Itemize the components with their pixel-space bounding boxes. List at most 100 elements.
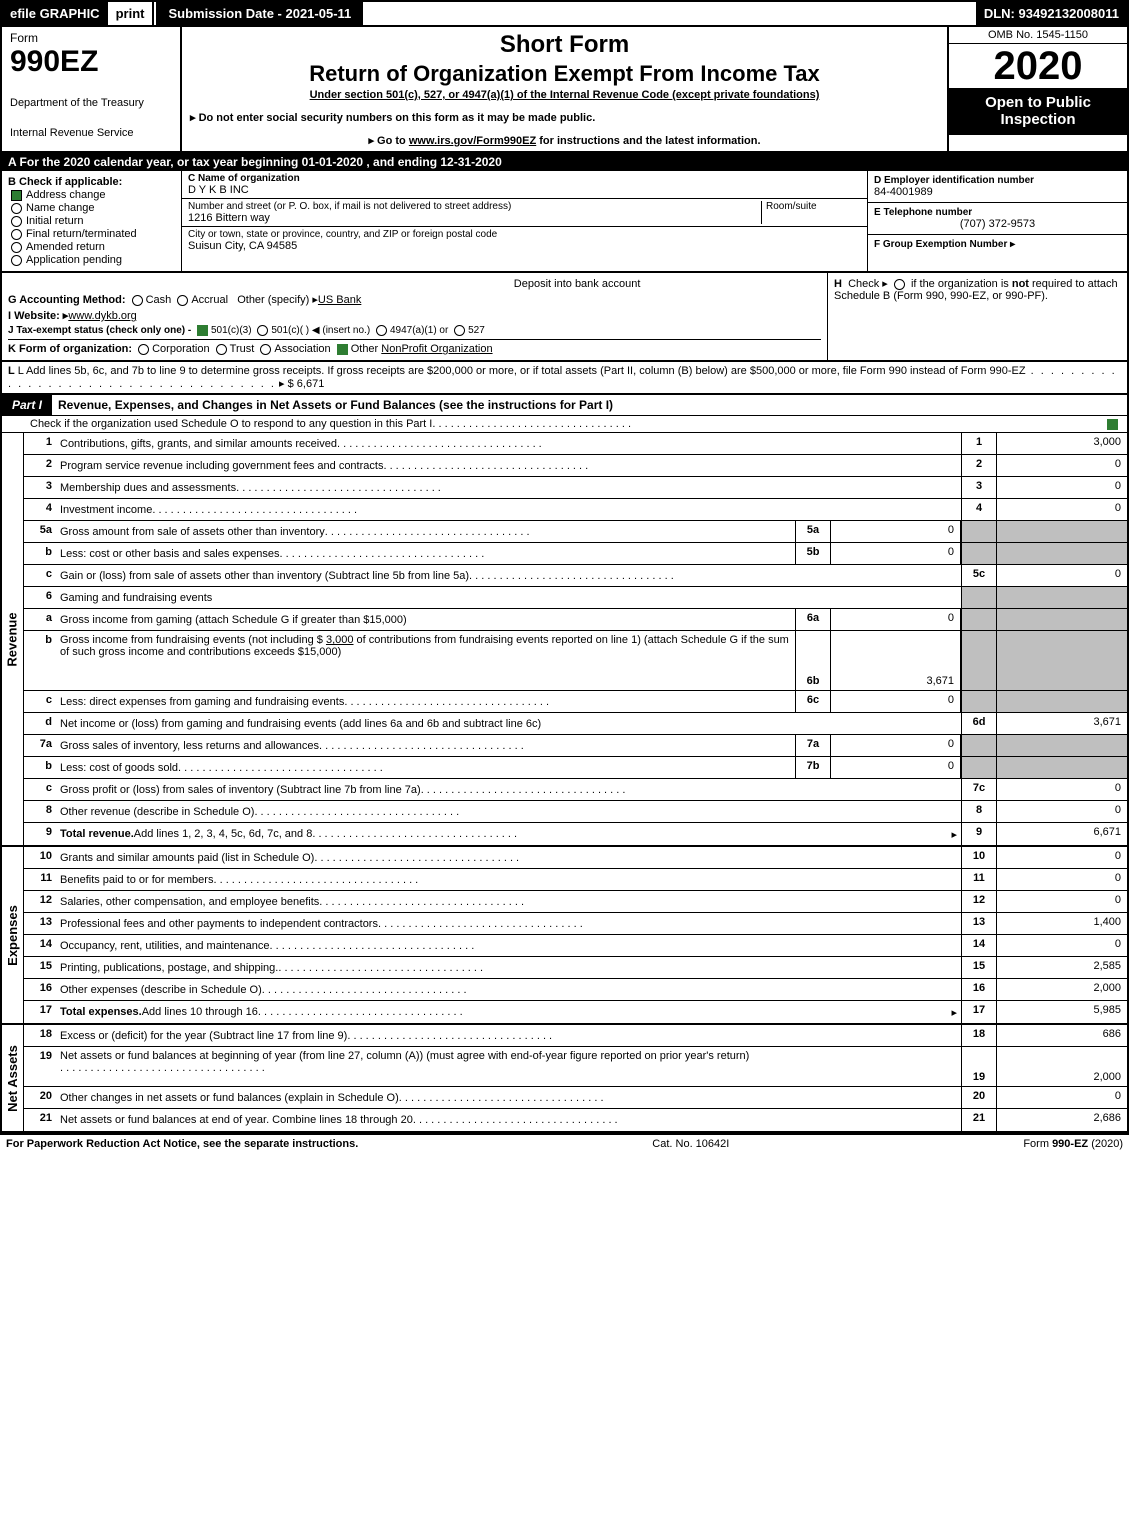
rval: 0	[997, 891, 1127, 912]
side-revenue: Revenue	[2, 433, 24, 845]
d-label: D Employer identification number	[874, 175, 1121, 186]
line-6c: cLess: direct expenses from gaming and f…	[24, 691, 1127, 713]
desc: Other revenue (describe in Schedule O)	[60, 806, 254, 818]
inbox-v: 0	[831, 757, 961, 778]
check-text: Check if the organization used Schedule …	[30, 418, 432, 430]
cb-label: Initial return	[26, 215, 83, 227]
cash-label: Cash	[146, 294, 172, 306]
cb-address-change[interactable]: Address change	[8, 189, 175, 201]
cb-label: Application pending	[26, 254, 122, 266]
j-501c3: 501(c)(3)	[211, 325, 252, 336]
revenue-section: Revenue 1Contributions, gifts, grants, a…	[2, 433, 1127, 847]
ein-value: 84-4001989	[874, 186, 1121, 198]
rnum: 8	[961, 801, 997, 822]
print-button[interactable]: print	[108, 2, 155, 25]
dept-treasury: Department of the Treasury	[10, 97, 172, 109]
line-5b: bLess: cost or other basis and sales exp…	[24, 543, 1127, 565]
rval	[997, 735, 1127, 756]
desc: Less: direct expenses from gaming and fu…	[60, 696, 344, 708]
header-mid: Short Form Return of Organization Exempt…	[182, 27, 947, 151]
rval: 0	[997, 779, 1127, 800]
cb-application-pending[interactable]: Application pending	[8, 254, 175, 266]
line-10: 10Grants and similar amounts paid (list …	[24, 847, 1127, 869]
inbox-v: 0	[831, 735, 961, 756]
rnum: 19	[961, 1047, 997, 1086]
rb-527[interactable]	[454, 325, 465, 336]
inbox-n: 6c	[795, 691, 831, 712]
footer-right: Form 990-EZ (2020)	[1023, 1138, 1123, 1150]
form-990ez: efile GRAPHIC print Submission Date - 20…	[0, 0, 1129, 1135]
short-form-title: Short Form	[190, 31, 939, 59]
rb-schedule-b[interactable]	[894, 279, 905, 290]
num: 11	[24, 869, 56, 890]
top-bar: efile GRAPHIC print Submission Date - 20…	[2, 2, 1127, 27]
spacer	[363, 2, 976, 25]
cb-schedule-o[interactable]	[1107, 419, 1118, 430]
b-label: B Check if applicable:	[8, 176, 175, 188]
ein-cell: D Employer identification number 84-4001…	[868, 171, 1127, 203]
rb-assoc[interactable]	[260, 344, 271, 355]
line-7c: cGross profit or (loss) from sales of in…	[24, 779, 1127, 801]
rnum: 1	[961, 433, 997, 454]
radio-icon	[11, 242, 22, 253]
cb-name-change[interactable]: Name change	[8, 202, 175, 214]
header-right: OMB No. 1545-1150 2020 Open to Public In…	[947, 27, 1127, 151]
rnum: 14	[961, 935, 997, 956]
rval: 3,000	[997, 433, 1127, 454]
rval: 0	[997, 847, 1127, 868]
g-label: G Accounting Method:	[8, 294, 126, 306]
inbox-n: 5a	[795, 521, 831, 542]
rval: 686	[997, 1025, 1127, 1046]
rb-4947[interactable]	[376, 325, 387, 336]
cb-amended-return[interactable]: Amended return	[8, 241, 175, 253]
cb-501c3[interactable]	[197, 325, 208, 336]
rnum: 11	[961, 869, 997, 890]
instructions-text: ▸ Go to www.irs.gov/Form990EZ for instru…	[368, 134, 760, 147]
cb-final-return[interactable]: Final return/terminated	[8, 228, 175, 240]
desc: Membership dues and assessments	[60, 482, 236, 494]
cb-label: Amended return	[26, 241, 105, 253]
desc: Salaries, other compensation, and employ…	[60, 896, 319, 908]
cb-other[interactable]	[337, 344, 348, 355]
num: 4	[24, 499, 56, 520]
expenses-section: Expenses 10Grants and similar amounts pa…	[2, 847, 1127, 1025]
part-tag: Part I	[2, 395, 52, 415]
rnum: 4	[961, 499, 997, 520]
num: 12	[24, 891, 56, 912]
radio-icon	[11, 255, 22, 266]
rnum: 17	[961, 1001, 997, 1023]
inbox-v: 0	[831, 609, 961, 630]
rnum	[961, 521, 997, 542]
rval: 0	[997, 499, 1127, 520]
line-9: 9Total revenue. Add lines 1, 2, 3, 4, 5c…	[24, 823, 1127, 845]
room-label: Room/suite	[766, 201, 861, 212]
rval: 5,985	[997, 1001, 1127, 1023]
inbox-v: 0	[831, 691, 961, 712]
rnum: 6d	[961, 713, 997, 734]
rval	[997, 521, 1127, 542]
header-left: Form 990EZ Department of the Treasury In…	[2, 27, 182, 151]
irs-link[interactable]: www.irs.gov/Form990EZ	[409, 135, 536, 147]
line-20: 20Other changes in net assets or fund ba…	[24, 1087, 1127, 1109]
rb-corp[interactable]	[138, 344, 149, 355]
org-name: D Y K B INC	[188, 184, 861, 196]
rb-trust[interactable]	[216, 344, 227, 355]
line-6: 6Gaming and fundraising events	[24, 587, 1127, 609]
desc: Gaming and fundraising events	[60, 592, 212, 604]
line-1: 1Contributions, gifts, grants, and simil…	[24, 433, 1127, 455]
radio-cash[interactable]	[132, 295, 143, 306]
radio-accrual[interactable]	[177, 295, 188, 306]
side-label: Expenses	[5, 905, 20, 966]
c-label: C Name of organization	[188, 173, 861, 184]
cb-initial-return[interactable]: Initial return	[8, 215, 175, 227]
rb-501c[interactable]	[257, 325, 268, 336]
k-corp: Corporation	[152, 343, 209, 355]
desc: Net income or (loss) from gaming and fun…	[60, 718, 541, 730]
rval	[997, 631, 1127, 690]
website-link[interactable]: www.dykb.org	[68, 310, 136, 322]
num: 5a	[24, 521, 56, 542]
line-11: 11Benefits paid to or for members110	[24, 869, 1127, 891]
radio-icon	[11, 203, 22, 214]
k-label: K Form of organization:	[8, 343, 132, 355]
rnum	[961, 587, 997, 608]
